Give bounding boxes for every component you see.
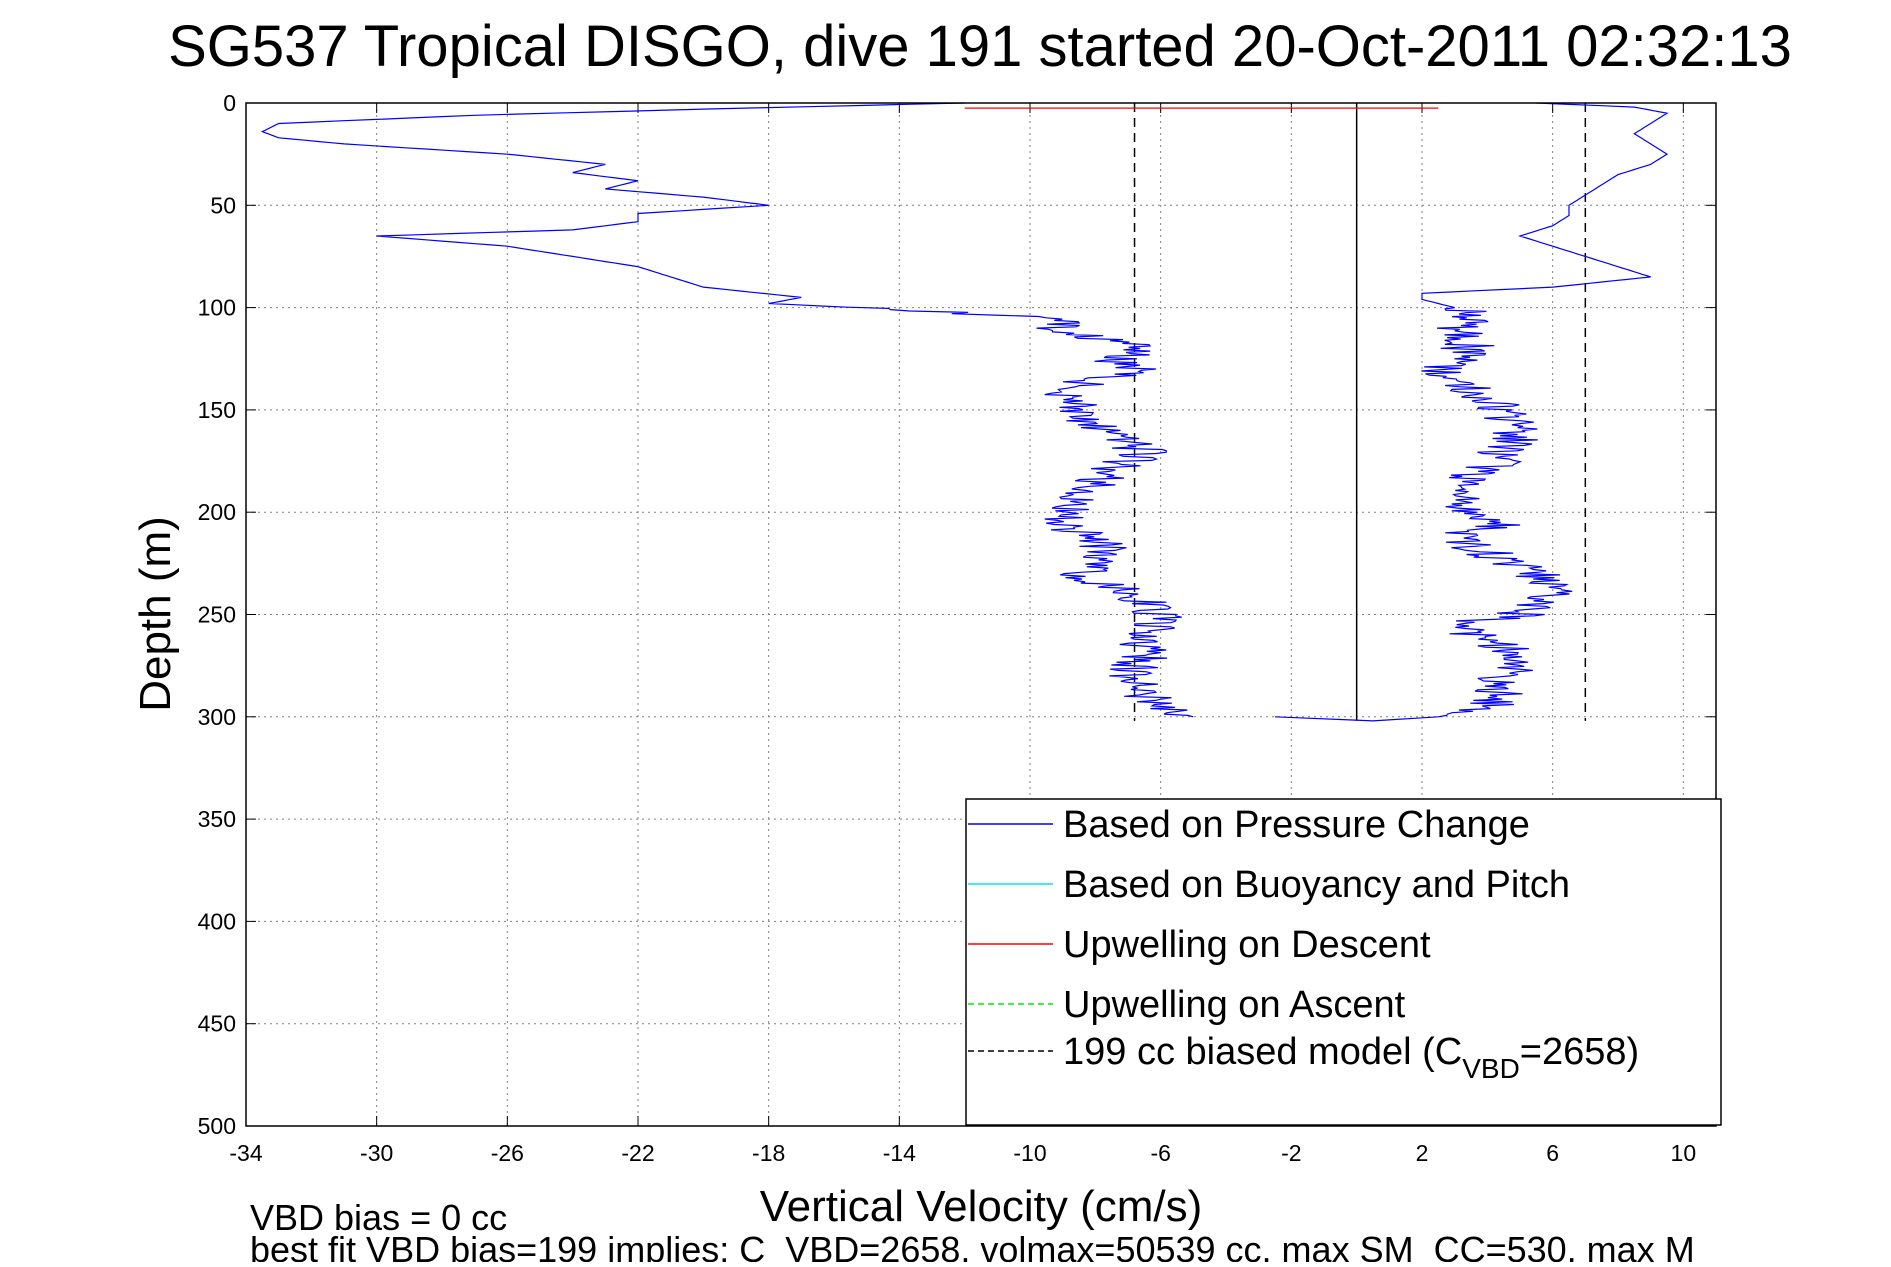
y-axis-label: Depth (m) (131, 516, 180, 712)
y-tick-label: 500 (198, 1113, 236, 1139)
y-tick-label: 100 (198, 295, 236, 321)
x-tick-label: -10 (1013, 1140, 1046, 1166)
footer-line-1: VBD bias = 0 cc (250, 1197, 507, 1238)
series-line-1 (1274, 102, 1669, 722)
x-tick-label: -22 (621, 1140, 654, 1166)
y-tick-label: 250 (198, 602, 236, 628)
legend: Based on Pressure Change Based on Buoyanc… (965, 798, 1722, 1126)
legend-label-suffix: =2658) (1520, 1031, 1639, 1073)
y-tick-label: 50 (210, 192, 236, 218)
y-tick-label: 400 (198, 908, 236, 934)
x-axis-label: Vertical Velocity (cm/s) (760, 1182, 1203, 1231)
plot-frame (245, 102, 1717, 1127)
x-tick-label: -14 (883, 1140, 916, 1166)
legend-label: Upwelling on Descent (1063, 924, 1431, 966)
y-tick-label: 0 (223, 90, 236, 116)
x-tick-label: 10 (1671, 1140, 1697, 1166)
legend-label: Based on Buoyancy and Pitch (1063, 864, 1570, 906)
y-tick-label: 300 (198, 704, 236, 730)
legend-label: Upwelling on Ascent (1063, 984, 1406, 1026)
series-line-0 (260, 102, 1194, 718)
x-tick-label: -6 (1150, 1140, 1170, 1166)
reference-lines (1133, 103, 1587, 721)
x-tick-label: -18 (752, 1140, 785, 1166)
x-tick-labels: -34 -30 -26 -22 -18 -14 -10 -6 -2 2 6 10 (229, 1140, 1696, 1166)
x-tick-label: -26 (491, 1140, 524, 1166)
legend-box (965, 798, 1722, 1126)
x-tick-label: -34 (229, 1140, 262, 1166)
series-layer (260, 102, 1669, 722)
x-tick-label: -2 (1281, 1140, 1301, 1166)
y-tick-label: 150 (198, 397, 236, 423)
y-tick-labels: 0 50 100 150 200 250 300 350 400 450 500 (198, 90, 236, 1139)
x-tick-label: 2 (1416, 1140, 1429, 1166)
y-tick-label: 350 (198, 806, 236, 832)
x-tick-label: -30 (360, 1140, 393, 1166)
footer-line-2: best fit VBD bias=199 implies: C_VBD=265… (250, 1229, 1695, 1262)
y-tick-label: 200 (198, 499, 236, 525)
legend-label-subscript: VBD (1462, 1053, 1520, 1084)
legend-label: Based on Pressure Change (1063, 804, 1530, 846)
x-tick-label: 6 (1546, 1140, 1559, 1166)
y-tick-label: 450 (198, 1011, 236, 1037)
chart-title: SG537 Tropical DISGO, dive 191 started 2… (168, 14, 1792, 79)
